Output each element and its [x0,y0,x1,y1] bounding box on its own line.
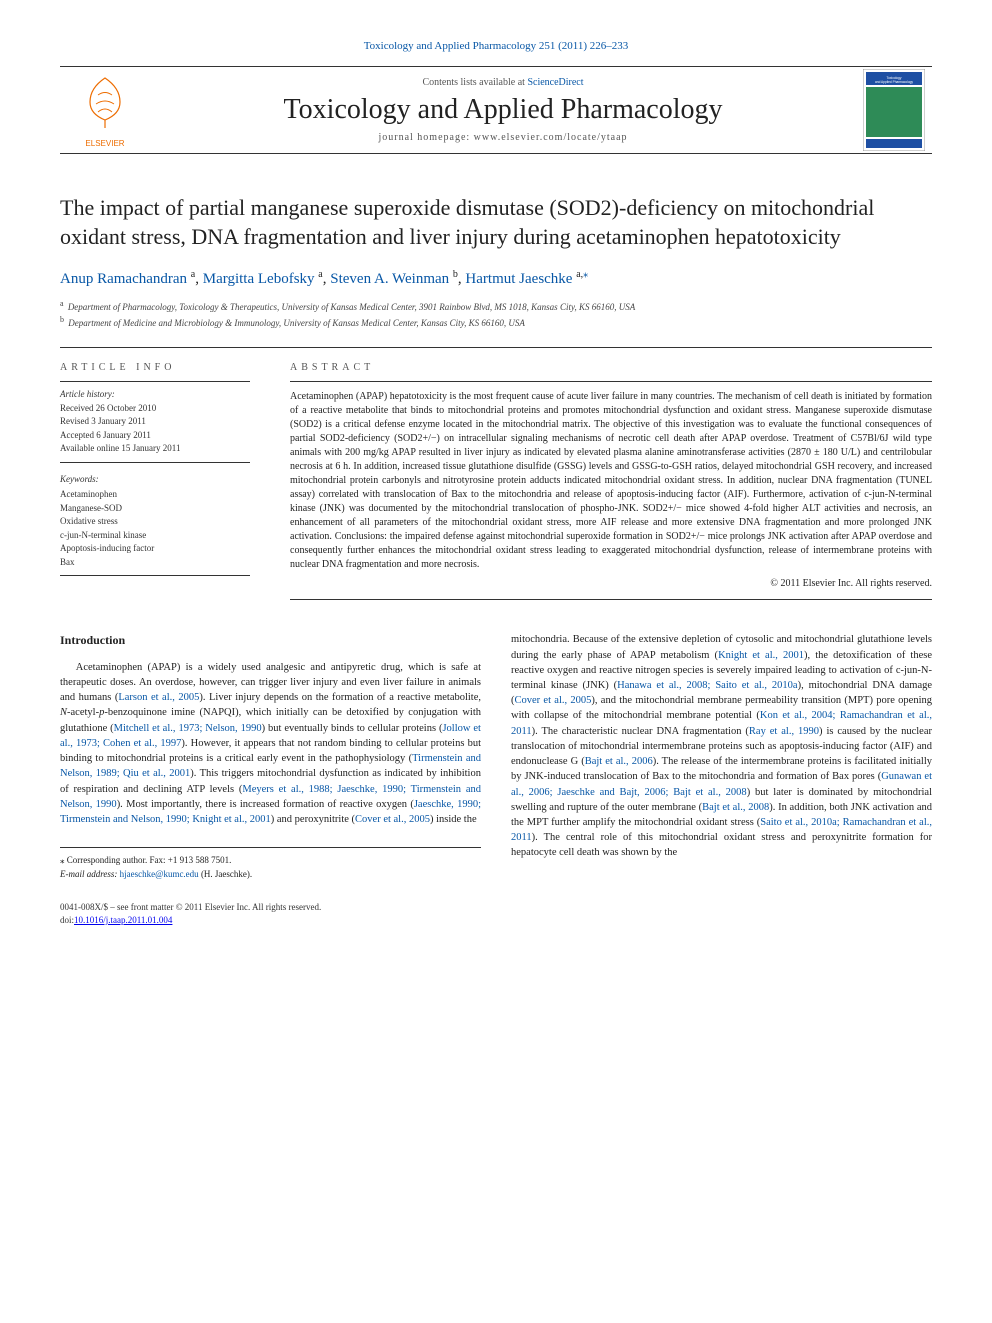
keyword: c-jun-N-terminal kinase [60,530,146,540]
author-link[interactable]: Steven A. Weinman [330,271,449,287]
author-link[interactable]: Anup Ramachandran [60,271,187,287]
keywords-label: Keywords: [60,473,250,487]
body-right-column: mitochondria. Because of the extensive d… [511,632,932,881]
rule [60,575,250,576]
author-link[interactable]: Margitta Lebofsky [203,271,315,287]
keyword: Oxidative stress [60,516,118,526]
keyword: Apoptosis-inducing factor [60,543,154,553]
affiliation-row: a Department of Pharmacology, Toxicology… [60,298,932,314]
keyword: Bax [60,557,75,567]
abstract-column: ABSTRACT Acetaminophen (APAP) hepatotoxi… [290,362,932,600]
affil-text: Department of Pharmacology, Toxicology &… [68,302,635,312]
rule-mid [60,347,932,348]
elsevier-logo: ELSEVIER [60,67,150,153]
abstract-text: Acetaminophen (APAP) hepatotoxicity is t… [290,390,932,572]
author-name: Anup Ramachandran [60,271,187,287]
email-label: E-mail address: [60,869,117,879]
affil-key: b [60,315,64,324]
rule [60,381,250,382]
homepage-label: journal homepage: [378,132,473,143]
author-link[interactable]: Hartmut Jaeschke [465,271,572,287]
author-name: Steven A. Weinman [330,271,449,287]
intro-paragraph-continued: mitochondria. Because of the extensive d… [511,632,932,860]
author-name: Hartmut Jaeschke [465,271,572,287]
history-label: Article history: [60,389,115,399]
article-history: Article history: Received 26 October 201… [60,388,250,456]
rule [60,462,250,463]
corr-line: ⁎ Corresponding author. Fax: +1 913 588 … [60,854,481,868]
correspondence-footer: ⁎ Corresponding author. Fax: +1 913 588 … [60,847,481,881]
affil-text: Department of Medicine and Microbiology … [68,318,525,328]
history-item: Revised 3 January 2011 [60,416,146,426]
homepage-url: www.elsevier.com/locate/ytaap [474,132,628,143]
sciencedirect-link[interactable]: ScienceDirect [527,77,583,88]
author-affil-mark: a [576,269,580,280]
body-two-column: Introduction Acetaminophen (APAP) is a w… [60,632,932,881]
article-title: The impact of partial manganese superoxi… [60,194,932,251]
author-list: Anup Ramachandran a, Margitta Lebofsky a… [60,269,932,288]
rule [290,381,932,382]
affiliation-row: b Department of Medicine and Microbiolog… [60,314,932,330]
author-affil-mark: a [318,269,322,280]
author-name: Margitta Lebofsky [203,271,315,287]
elsevier-tree-icon: ELSEVIER [70,70,140,150]
doi-link[interactable]: 10.1016/j.taap.2011.01.004 [74,915,172,925]
cover-icon: Toxicology and Applied Pharmacology [863,69,925,151]
elsevier-wordmark: ELSEVIER [85,139,124,148]
author-affil-mark: a [191,269,195,280]
article-info-label: ARTICLE INFO [60,362,250,373]
article-info-column: ARTICLE INFO Article history: Received 2… [60,362,250,600]
homepage-line: journal homepage: www.elsevier.com/locat… [150,132,856,143]
doi-label: doi: [60,915,74,925]
rule [290,599,932,600]
corr-email-link[interactable]: hjaeschke@kumc.edu [120,869,199,879]
affiliations: a Department of Pharmacology, Toxicology… [60,298,932,329]
contents-line: Contents lists available at ScienceDirec… [150,77,856,88]
footer-front-matter: 0041-008X/$ – see front matter © 2011 El… [60,901,932,914]
journal-cover-thumb: Toxicology and Applied Pharmacology [856,67,932,153]
top-citation-link[interactable]: Toxicology and Applied Pharmacology 251 … [364,40,629,52]
keyword: Manganese-SOD [60,503,122,513]
history-item: Received 26 October 2010 [60,403,156,413]
corr-email-name: (H. Jaeschke). [201,869,252,879]
author-affil-mark: b [453,269,458,280]
affil-key: a [60,299,64,308]
intro-paragraph: Acetaminophen (APAP) is a widely used an… [60,660,481,827]
abstract-copyright: © 2011 Elsevier Inc. All rights reserved… [290,578,932,589]
history-item: Available online 15 January 2011 [60,443,180,453]
body-left-column: Introduction Acetaminophen (APAP) is a w… [60,632,481,881]
footer-doi-line: doi:10.1016/j.taap.2011.01.004 [60,914,932,927]
page-footer: 0041-008X/$ – see front matter © 2011 El… [60,901,932,926]
keyword: Acetaminophen [60,489,117,499]
keywords: Keywords: Acetaminophen Manganese-SOD Ox… [60,473,250,570]
svg-text:and Applied Pharmacology: and Applied Pharmacology [875,80,913,84]
abstract-label: ABSTRACT [290,362,932,373]
top-citation: Toxicology and Applied Pharmacology 251 … [60,40,932,52]
journal-header: ELSEVIER Contents lists available at Sci… [60,67,932,154]
intro-heading: Introduction [60,632,481,649]
contents-label: Contents lists available at [422,77,527,88]
corr-email-line: E-mail address: hjaeschke@kumc.edu (H. J… [60,868,481,882]
journal-name: Toxicology and Applied Pharmacology [150,94,856,126]
history-item: Accepted 6 January 2011 [60,430,151,440]
corresponding-mark[interactable]: ⁎ [583,269,588,280]
